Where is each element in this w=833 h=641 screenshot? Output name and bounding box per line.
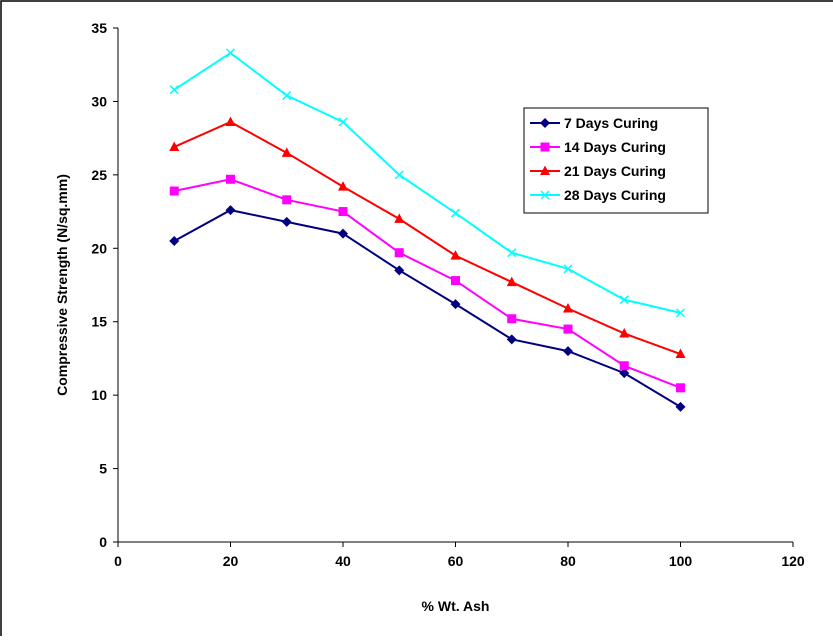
data-point [338,207,348,217]
y-tick-label: 20 [91,240,107,256]
data-point [225,48,236,58]
series-layer [169,48,686,412]
y-axis-title: Compressive Strength (N/sq.mm) [54,174,70,396]
data-point [506,334,517,345]
data-point [394,213,405,223]
data-point [451,276,460,286]
x-axis-title: % Wt. Ash [422,598,490,614]
legend-swatch-marker [540,118,550,128]
data-point [563,346,573,357]
data-point [169,141,180,151]
data-point [225,116,236,126]
data-point [226,174,235,184]
series-1 [169,205,686,412]
data-point [225,205,236,216]
data-point [169,85,179,95]
data-point [563,324,573,334]
legend-label: 21 Days Curing [564,163,666,179]
data-point [619,327,630,338]
series-4 [169,48,686,318]
legend-label: 14 Days Curing [564,139,666,155]
y-tick-label: 10 [91,387,107,403]
data-point [394,265,405,276]
data-point [675,401,686,412]
data-point [394,170,404,180]
data-point [169,235,180,246]
data-point [281,147,292,157]
x-tick-label: 60 [448,553,464,569]
data-point [450,299,461,310]
data-point [507,248,517,258]
x-tick-label: 120 [781,553,805,569]
legend-label: 28 Days Curing [564,187,666,203]
legend-swatch-marker [540,142,550,152]
legend-label: 7 Days Curing [564,115,658,131]
data-point [169,186,179,196]
data-point [450,250,461,260]
data-point [506,276,517,287]
x-tick-label: 0 [114,553,122,569]
data-point [676,383,685,393]
data-point [563,302,573,313]
x-tick-label: 80 [560,553,576,569]
data-point [563,264,573,274]
series-3 [169,116,686,359]
y-tick-label: 30 [91,93,107,109]
data-point [450,208,461,218]
data-point [282,91,292,101]
x-tick-label: 20 [223,553,239,569]
data-point [619,295,629,305]
series-2 [169,174,685,393]
legend-item: 7 Days Curing [530,115,658,131]
data-point [619,361,629,371]
data-point [338,117,348,127]
data-point [394,248,404,258]
y-tick-label: 0 [99,534,107,550]
data-point [507,314,517,324]
series-line [173,51,681,314]
data-point [281,216,292,227]
series-line [173,209,682,408]
data-point [675,308,686,318]
data-point [338,228,348,239]
y-tick-label: 25 [91,167,107,183]
y-tick-label: 5 [99,461,107,477]
legend-item: 14 Days Curing [530,139,666,155]
data-point [282,195,292,205]
y-tick-label: 15 [91,314,107,330]
x-tick-label: 100 [669,553,693,569]
legend: 7 Days Curing 14 Days Curing 21 Days Curin… [523,107,709,214]
series-line [174,178,681,389]
legend-item: 28 Days Curing [530,187,666,203]
data-point [675,348,686,359]
legend-item: 21 Days Curing [530,163,666,179]
y-tick-label: 35 [91,20,107,36]
legend-swatch-marker [540,165,550,175]
series-line [173,120,681,355]
legend-swatch-marker [540,190,550,200]
data-point [619,368,630,379]
data-point [338,181,348,191]
x-tick-label: 40 [335,553,351,569]
axes: 0 5 10 15 20 25 30 35 0 20 40 60 80 100 120 [91,20,804,569]
